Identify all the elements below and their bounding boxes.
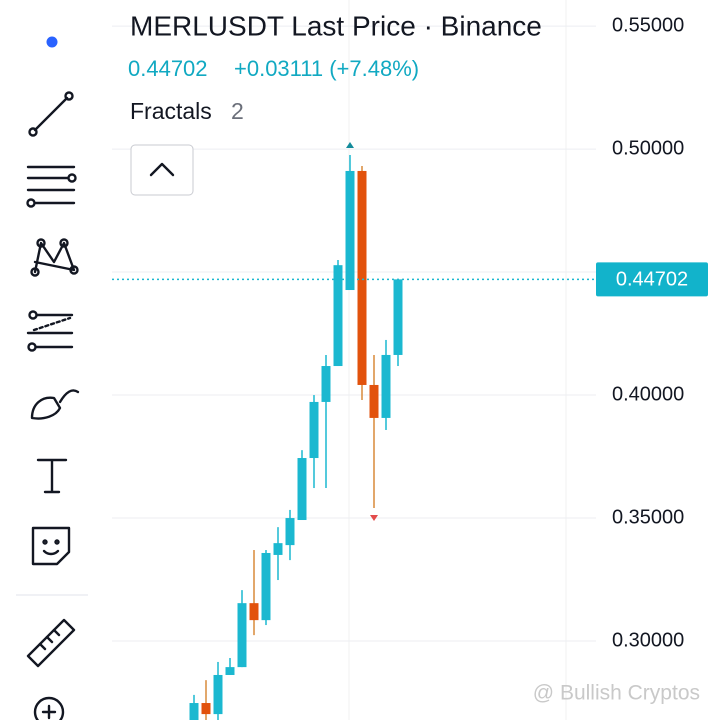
y-tick-label: 0.30000 [612,629,684,651]
candle-body [237,603,247,668]
candle-body [189,703,199,720]
price-change: +0.03111 (+7.48%) [234,56,419,81]
candle-body [285,518,295,546]
candle-body [273,543,283,555]
text-tool[interactable] [36,458,68,494]
y-tick-label: 0.55000 [612,14,684,36]
last-price-box [596,262,708,297]
candle-body [297,458,307,521]
zoom-tool[interactable] [33,696,65,720]
chart-title: MERLUSDT Last Price · Binance [130,10,542,41]
last-price-label: 0.44702 [616,269,688,291]
candle-body [213,674,223,715]
candle-body [309,401,319,459]
y-tick-label: 0.40000 [612,383,684,405]
collapse-button[interactable] [130,144,194,196]
toolbar [16,36,88,720]
candle-body [381,354,391,418]
pattern-tool[interactable] [30,238,79,277]
last-price: 0.44702 [128,56,208,81]
cursor-tool[interactable] [46,36,58,48]
emoji-tool[interactable] [31,526,71,566]
indicator-param: 2 [231,98,244,124]
candle-body [201,703,211,715]
y-tick-label: 0.50000 [612,137,684,159]
watermark: @ Bullish Cryptos [533,682,700,705]
fractal-down [370,514,378,521]
brush-tool[interactable] [30,389,80,420]
fractal-up [346,141,354,148]
candle-body [357,170,367,385]
candle-body [333,265,343,367]
ruler-tool[interactable] [26,618,76,668]
forecast-tool[interactable] [26,310,74,352]
trend-line-tool[interactable] [28,91,74,137]
indicator-name: Fractals [130,98,212,124]
fib-tool[interactable] [26,165,77,208]
candle-body [225,667,235,675]
candle-body [393,279,403,355]
candle-body [345,170,355,291]
candle-body [321,366,331,402]
candle-body [369,384,379,418]
y-tick-label: 0.35000 [612,506,684,528]
candle-body [261,552,271,621]
candle-body [249,603,259,621]
